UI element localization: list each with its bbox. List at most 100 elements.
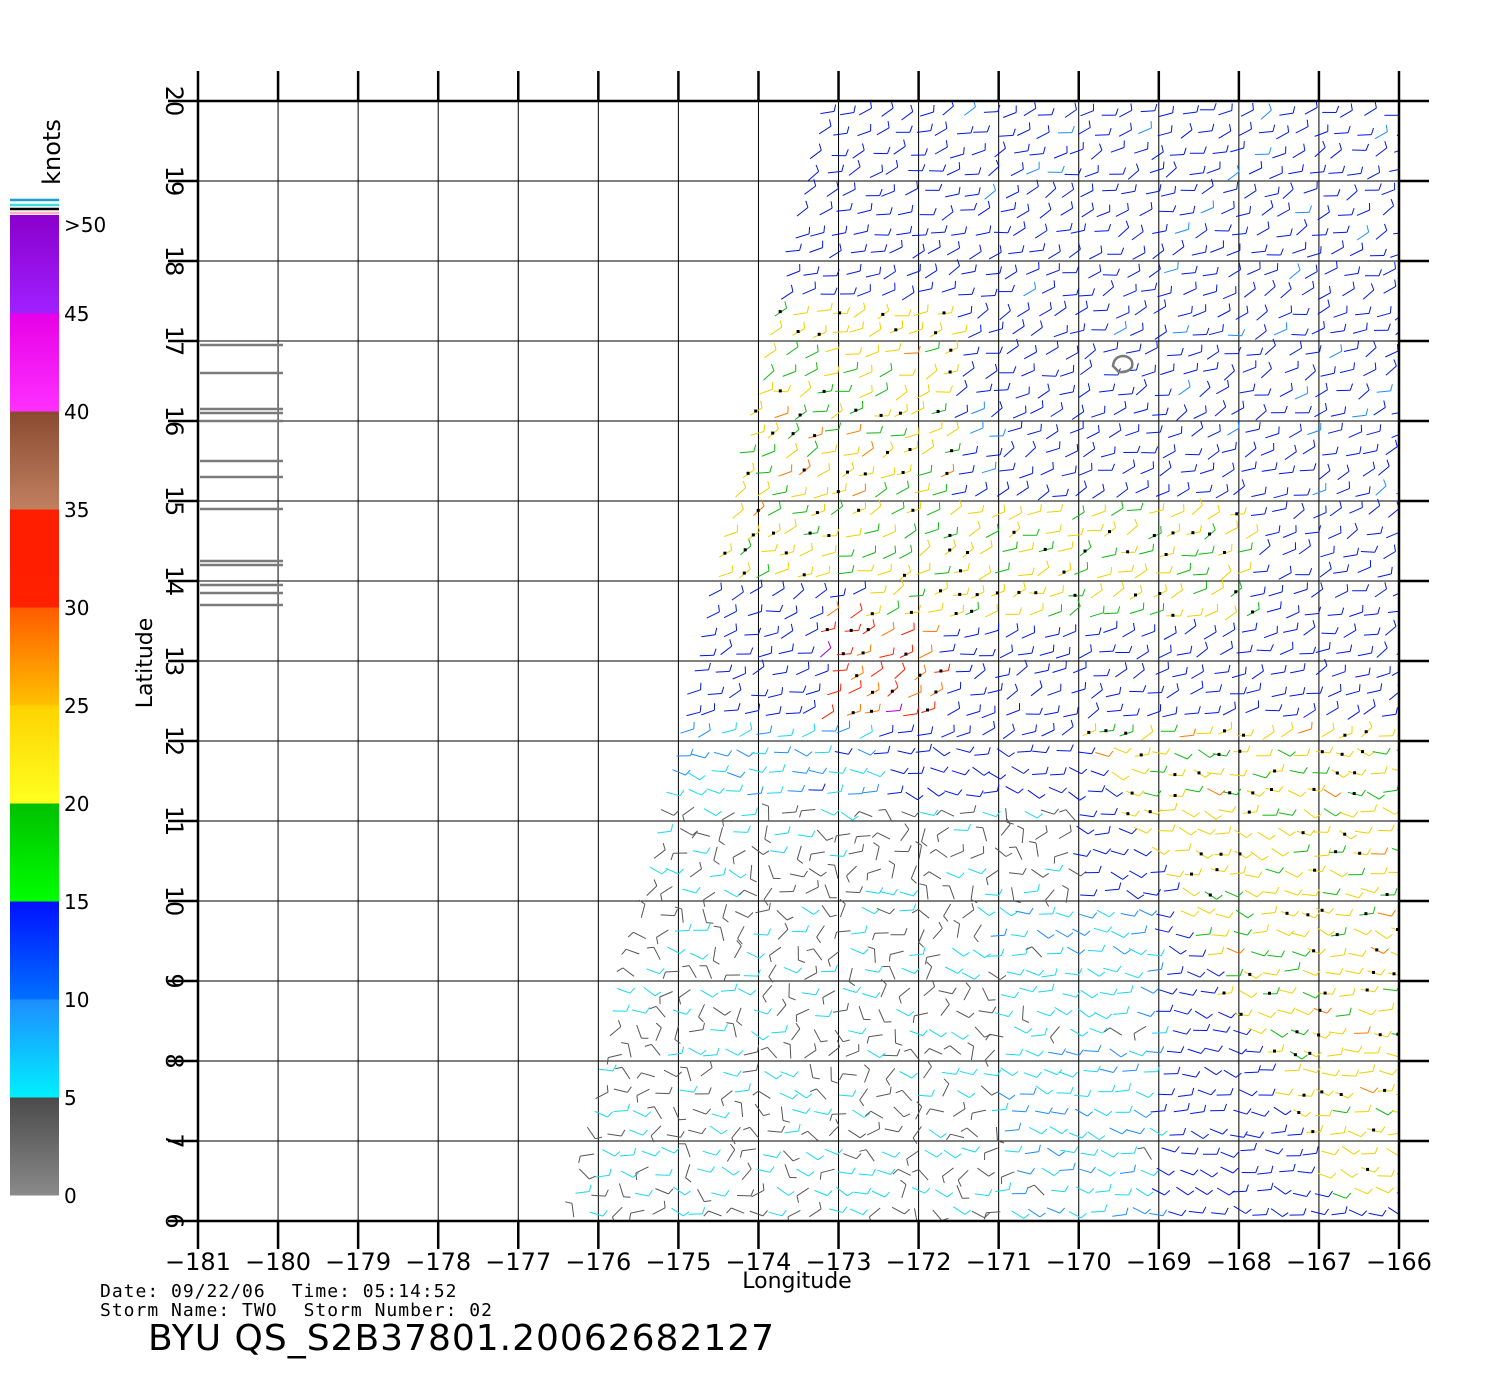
wind-barb [1075,486,1087,497]
wind-barb [901,629,915,636]
wind-barb-tick [1303,663,1306,671]
wind-barb-tick [988,911,996,917]
wind-barb [1170,510,1185,518]
wind-barb-tick [1111,1085,1116,1092]
wind-barb [1096,211,1110,218]
wind-barb [1321,1150,1336,1156]
wind-barb-tick [1353,1149,1360,1155]
wind-barb [975,488,988,497]
wind-barb-tick [1017,184,1020,192]
wind-barb-tick [785,485,788,493]
wind-barb-tick [921,841,928,847]
wind-barb-tick [1108,127,1112,135]
wind-barb-tick [1194,265,1198,273]
wind-barb [571,1203,575,1218]
wind-barb [784,525,797,535]
wind-barb [1401,1151,1414,1157]
rain-flag-marker [723,551,727,555]
wind-barb [983,111,998,113]
wind-barb-tick [1422,867,1425,873]
wind-barb-tick [1014,683,1019,691]
wind-barb-tick [1245,1208,1252,1214]
wind-barb-tick [1144,925,1148,933]
wind-barb [879,369,893,378]
wind-barb [816,309,831,312]
wind-barb [1352,414,1367,418]
wind-barb-tick [674,906,682,910]
wind-barb-tick [1067,932,1074,938]
wind-barb-tick [851,1167,856,1175]
wind-barb-tick [986,125,991,133]
wind-barb [1292,1192,1307,1197]
wind-barb-tick [890,441,894,449]
wind-barb-tick [747,562,751,570]
wind-barb-tick [1282,1032,1289,1038]
colorbar-tick-label: 20 [64,792,89,816]
wind-barb-tick [1328,930,1335,936]
wind-barb-tick [1059,1207,1066,1214]
wind-barb [968,868,982,875]
wind-barb-tick [1017,825,1024,830]
wind-barb-tick [936,1152,943,1158]
wind-barb [1342,1145,1355,1155]
wind-barb [728,869,741,879]
wind-barb-tick [1297,872,1304,878]
wind-barb-tick [945,998,950,1005]
island-outline [1111,354,1134,374]
wind-barb [621,1067,631,1080]
wind-barb [1006,690,1018,700]
wind-barb-tick [967,823,971,831]
wind-barb-tick [1100,523,1104,531]
wind-barb-tick [1306,307,1310,315]
wind-barb [936,827,950,836]
wind-barb [1062,294,1077,297]
wind-barb-tick [995,810,1001,818]
wind-barb [1016,1170,1031,1175]
wind-barb [1005,808,1008,823]
wind-barb-tick [653,879,658,887]
wind-barb-tick [1277,186,1280,194]
wind-barb-tick [1131,828,1138,835]
wind-barb-tick [1187,1008,1193,1015]
wind-barb-tick [690,748,694,756]
wind-barb [820,110,835,115]
wind-barb-tick [1183,404,1188,412]
wind-barb-tick [879,1052,886,1058]
wind-barb [865,351,879,358]
wind-barb [848,1030,863,1035]
wind-barb [997,1091,1010,1100]
wind-barb-tick [1368,751,1375,757]
wind-barb-tick [999,774,1007,780]
wind-barb-tick [1216,1070,1223,1076]
wind-barb-tick [1253,1142,1257,1150]
wind-barb [984,610,998,618]
wind-barb [1182,887,1195,897]
wind-barb-tick [973,805,977,813]
wind-barb-tick [1120,703,1124,711]
wind-barb-tick [1374,886,1380,894]
wind-barb-tick [957,968,964,974]
wind-barb-tick [1303,1029,1309,1036]
wind-barb-tick [1347,125,1351,133]
wind-barb-tick [887,745,891,753]
wind-barb [1109,1127,1123,1135]
wind-barb [1099,389,1114,393]
wind-barb [1349,611,1363,617]
wind-barb-tick [1229,124,1232,132]
wind-barb-tick [1415,543,1417,550]
wind-barb [991,511,1005,518]
wind-barb [1289,770,1304,774]
wind-barb [701,634,716,638]
wind-barb-tick [978,167,982,175]
wind-barb-tick [1385,124,1388,132]
wind-barb [1406,370,1417,378]
wind-barb [1193,411,1207,419]
wind-barb [609,1026,622,1037]
wind-barb-tick [678,997,682,1005]
colorbar-tick-label: 40 [64,400,89,424]
wind-barb-tick [1349,383,1354,391]
wind-barb-tick [1343,323,1347,331]
wind-barb [731,1126,741,1139]
wind-barb [1346,452,1360,457]
wind-barb-tick [1346,564,1350,572]
